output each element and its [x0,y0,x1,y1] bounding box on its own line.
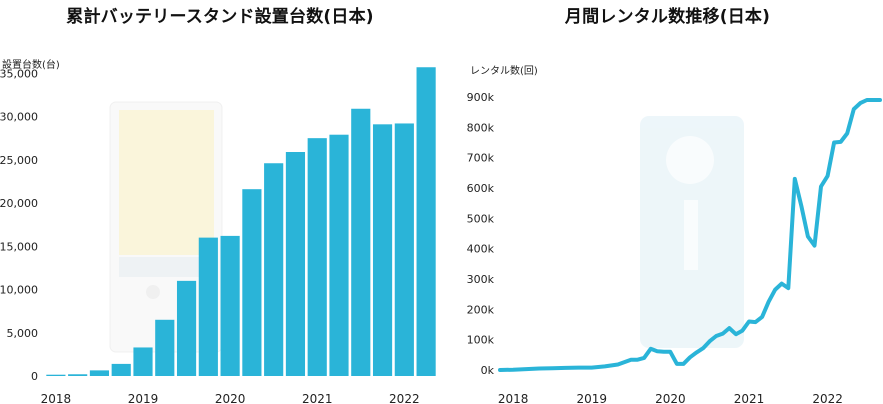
y-tick-label: 900k [467,91,495,104]
battery-watermark [640,116,744,348]
bar [46,374,66,376]
bar [89,370,110,376]
bar-chart-plot: 0 5,000 10,000 15,000 20,000 25,000 30,000 35,0… [0,67,436,404]
x-tick-label: 2020 [655,392,686,404]
y-tick-label: 100k [467,334,495,347]
chart-title: 月間レンタル数推移(日本) [564,7,771,27]
y-axis-label: レンタル数(回) [470,66,538,77]
bar [198,237,218,376]
x-tick-label: 2018 [41,392,72,404]
x-tick-label: 2019 [128,392,159,404]
bar [351,108,371,376]
y-tick-label: 35,000 [0,67,38,80]
bar [111,363,131,376]
series-line [498,98,882,372]
x-tick-label: 2021 [734,392,765,404]
x-tick-label: 2019 [576,392,607,404]
chart-title: 累計バッテリースタンド設置台数(日本) [66,7,374,27]
y-tick-label: 700k [467,152,495,165]
bar [329,134,349,376]
y-tick-label: 800k [467,121,495,134]
bar [68,374,88,376]
y-tick-label: 15,000 [0,240,38,253]
bar [176,280,197,376]
y-tick-label: 400k [467,243,495,256]
x-tick-label: 2021 [302,392,333,404]
x-tick-label: 2018 [498,392,529,404]
y-tick-label: 25,000 [0,154,38,167]
monthly-rentals-chart: 月間レンタル数推移(日本) レンタル数(回) 0k 100k 200k 300k 400… [452,0,883,404]
bar [242,189,262,376]
x-tick-label: 2022 [812,392,843,404]
bar [394,123,414,376]
line-chart-plot: 0k 100k 200k 300k 400k 500k 600k 700k 800k 900k 2… [467,91,882,404]
bar [133,347,153,376]
y-tick-label: 0k [481,364,495,377]
bar [307,138,327,376]
y-tick-label: 10,000 [0,284,38,297]
y-axis-label: 設置台数(台) [2,60,60,71]
bar [220,235,240,376]
x-tick-label: 2020 [215,392,246,404]
bar [372,124,393,376]
y-tick-label: 600k [467,182,495,195]
y-tick-label: 5,000 [7,327,39,340]
y-tick-label: 500k [467,212,495,225]
y-tick-label: 0 [31,370,38,383]
cumulative-stands-chart: 累計バッテリースタンド設置台数(日本) 設置台数(台) 0 5,000 10,000… [0,0,440,404]
y-tick-label: 300k [467,273,495,286]
bar [285,152,306,376]
bar [416,67,436,377]
y-tick-label: 200k [467,303,495,316]
y-tick-label: 20,000 [0,197,38,210]
y-tick-label: 30,000 [0,111,38,124]
x-tick-label: 2022 [389,392,420,404]
bar [155,319,175,376]
bar [264,163,284,376]
